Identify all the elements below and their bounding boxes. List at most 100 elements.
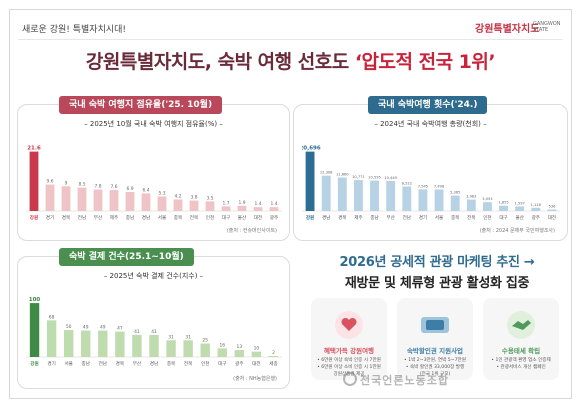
bar-전남 bbox=[77, 187, 87, 211]
promo-line-1: 2026년 공세적 관광 마케팅 추진 → bbox=[307, 251, 567, 270]
trips-panel: 국내 숙박여행 횟수('24.) – 2024년 국내 숙박여행 총량(천회) … bbox=[293, 96, 568, 241]
category-label: 대전 bbox=[548, 214, 556, 221]
trips-subtitle: – 2024년 국내 숙박여행 총량(천회) – bbox=[374, 120, 487, 128]
bar-충북 bbox=[166, 340, 176, 357]
bar-경기 bbox=[418, 189, 428, 211]
category-label: 대전 bbox=[252, 360, 260, 367]
bar-충북 bbox=[450, 195, 460, 211]
value-label: 1.9 bbox=[239, 200, 246, 206]
bar-전북 bbox=[189, 200, 199, 211]
value-label: 10,771 bbox=[352, 175, 365, 179]
value-label: 68 bbox=[49, 314, 55, 320]
value-label: 6.9 bbox=[127, 186, 134, 192]
card-3-line-2: • 관광서비스 개선 캠페인 bbox=[496, 365, 546, 370]
bar-제주 bbox=[354, 180, 363, 211]
bar-부산 bbox=[93, 189, 103, 211]
category-label: 경남 bbox=[322, 214, 331, 221]
hand-heart-icon bbox=[335, 311, 363, 339]
value-label: 25 bbox=[202, 338, 208, 344]
bar-충남 bbox=[125, 192, 135, 211]
category-label: 경북 bbox=[116, 360, 124, 367]
category-label: 경남 bbox=[150, 360, 159, 367]
bar-인천 bbox=[200, 343, 210, 357]
category-label: 충북 bbox=[451, 214, 459, 221]
card-lodging-coupon: 숙박할인권 지원사업 • 1박 2~3만원, 연박 5~7만원 • 숙박 할인권… bbox=[397, 298, 473, 380]
bar-충남 bbox=[370, 180, 379, 211]
value-label: 1,855 bbox=[498, 201, 508, 205]
bar-서울 bbox=[434, 189, 444, 211]
card-1-line-2: • 6만원 이상 소비 인증 시 1만원 bbox=[317, 365, 381, 370]
card-1-title: 혜택가득 강원여행 bbox=[323, 347, 375, 355]
logo-en: GANGWON STATE bbox=[533, 21, 561, 33]
card-gangwon-benefit: 혜택가득 강원여행 • 6만원 이상 숙박 인증 시 7만원 • 6만원 이상 … bbox=[311, 298, 387, 380]
category-label: 대전 bbox=[254, 214, 262, 221]
value-label: 1.4 bbox=[271, 201, 278, 207]
value-label: 11,660 bbox=[336, 173, 349, 177]
category-label: 광주 bbox=[270, 214, 278, 221]
card-1-line-1: • 6만원 이상 숙박 인증 시 7만원 bbox=[317, 358, 381, 363]
bar-광주 bbox=[269, 207, 279, 211]
value-label: 7.8 bbox=[95, 184, 102, 190]
payments-source: (출처 : NH농협은행) bbox=[233, 376, 277, 382]
value-label: 3.8 bbox=[191, 195, 198, 201]
share-subtitle: – 2025년 10월 국내 숙박 여행지 점유율(%) – bbox=[84, 120, 223, 128]
value-label: 1,597 bbox=[515, 201, 525, 205]
bar-경북 bbox=[337, 177, 347, 211]
category-label: 경기 bbox=[46, 214, 54, 221]
payments-tag: 숙박 결제 건수(25.1~10월) bbox=[59, 248, 194, 266]
value-label: 9.6 bbox=[47, 179, 54, 185]
bar-대전 bbox=[253, 207, 263, 211]
bar-전남 bbox=[402, 186, 412, 211]
value-label: 1.7 bbox=[223, 200, 230, 206]
bar-광주 bbox=[234, 349, 245, 357]
bar-대전 bbox=[547, 209, 557, 211]
bar-울산 bbox=[515, 206, 525, 211]
value-label: 21.6 bbox=[27, 146, 41, 152]
value-label: 8.5 bbox=[79, 182, 86, 188]
bar-전북 bbox=[466, 199, 476, 211]
bar-경남 bbox=[321, 175, 331, 211]
bar-부산 bbox=[386, 181, 396, 211]
category-label: 충남 bbox=[126, 214, 135, 221]
value-label: 5,365 bbox=[450, 191, 460, 195]
bar-경북 bbox=[115, 331, 125, 357]
bar-대구 bbox=[499, 205, 508, 211]
page-title: 강원특별자치도, 숙박 여행 선호도 ‘압도적 전국 1위’ bbox=[0, 47, 581, 74]
category-label: 대구 bbox=[222, 214, 230, 221]
value-label: 8,522 bbox=[402, 182, 412, 186]
value-label: 50 bbox=[66, 324, 72, 330]
category-label: 경북 bbox=[338, 214, 346, 221]
slogan: 새로운 강원! 특별자치시대! bbox=[22, 25, 127, 35]
category-label: 충북 bbox=[174, 214, 182, 221]
category-label: 경북 bbox=[62, 214, 70, 221]
value-label: 49 bbox=[83, 325, 89, 331]
category-label: 전남 bbox=[403, 214, 412, 221]
promo-marketing: 공세적 관광 마케팅 추진 → bbox=[390, 255, 535, 270]
value-label: 100 bbox=[29, 297, 41, 303]
category-label: 서울 bbox=[435, 214, 443, 221]
bar-충북 bbox=[173, 199, 183, 211]
value-label: 7,545 bbox=[418, 184, 428, 188]
category-label: 부산 bbox=[133, 360, 142, 367]
category-label: 대구 bbox=[218, 360, 226, 367]
category-label: 전남 bbox=[99, 360, 108, 367]
card-3-line-1: • 1인 관광객 환영 업소 인증제 bbox=[491, 358, 551, 363]
bar-강원 bbox=[29, 151, 39, 211]
category-label: 세종 bbox=[269, 360, 277, 367]
bar-전북 bbox=[183, 340, 193, 357]
category-label: 울산 bbox=[238, 214, 247, 221]
share-chart: 21.6 강원 9.6 경기 9 경북 8.5 전남 7.8 부산 7.6 제주 6.9 충남 6.4 경남 5… bbox=[26, 146, 282, 221]
category-label: 경남 bbox=[142, 214, 151, 221]
category-label: 전북 bbox=[190, 214, 198, 221]
value-label: 7,498 bbox=[434, 184, 445, 188]
bar-제주 bbox=[109, 190, 119, 211]
card-2-line-2: • 숙박 할인권 33,000장 발행 bbox=[405, 365, 465, 370]
category-label: 광주 bbox=[532, 214, 540, 221]
value-label: 3,053 bbox=[482, 197, 492, 201]
promo-year: 2026년 bbox=[339, 255, 391, 270]
category-label: 충북 bbox=[167, 360, 175, 367]
top-bar: 새로운 강원! 특별자치시대! 강원특별자치도 GANGWON STATE bbox=[18, 18, 563, 40]
payments-panel: 숙박 결제 건수(25.1~10월) – 2025년 숙박 결제 건수(지수) … bbox=[17, 248, 290, 389]
bar-강원 bbox=[29, 303, 40, 357]
value-label: 16 bbox=[219, 342, 225, 348]
